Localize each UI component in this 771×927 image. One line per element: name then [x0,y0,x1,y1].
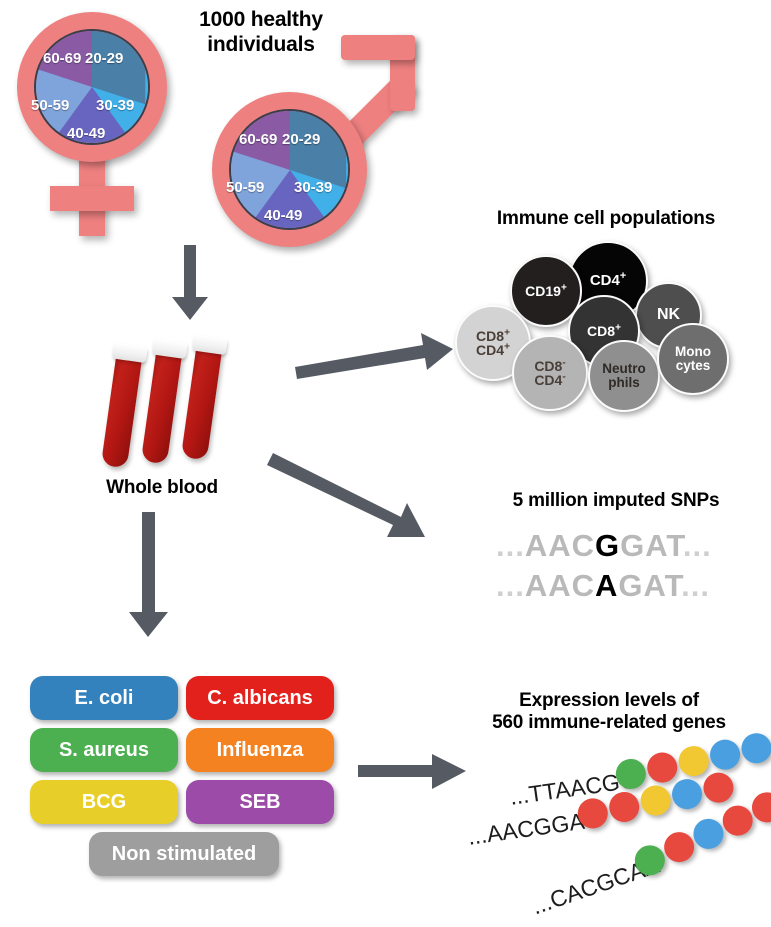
arrow-blood-to-immune-cells [295,333,453,379]
expression-heading-line-2: 560 immune-related genes [492,712,726,734]
page-title: 1000 healthy individuals [168,8,354,58]
blood-tube-body [100,350,143,469]
cell-label: CD4+ [589,270,627,290]
snp-row-suffix: ... [681,568,710,603]
immune-cell-monocytes: Mono cytes [657,323,729,395]
male-pie-label-40-49: 40-49 [264,207,303,224]
stimulus-label: C. albicans [207,686,313,709]
rna-bead [676,744,711,779]
blood-tube-body [180,342,223,461]
immune-cell-neutrophils: Neutro phils [588,340,660,412]
immune-cell-cd19-positive: CD19+ [510,255,582,327]
page-title-line-2: individuals [207,32,315,56]
rna-bead [645,750,680,785]
arrow-cohort-to-blood [172,245,208,320]
stimulus-label: S. aureus [58,738,150,761]
stimulations-panel: E. coli C. albicans S. aureus Influenza … [30,676,340,892]
snp-row-suffix: ... [682,528,712,563]
female-gender-symbol: 20-29 30-39 40-49 50-59 60-69 [10,8,185,236]
stimulus-bcg[interactable]: BCG [30,780,178,824]
female-symbol-crossbar [50,186,134,211]
stimulus-c-albicans[interactable]: C. albicans [186,676,334,720]
snps-heading: 5 million imputed SNPs [512,490,720,511]
stimulus-label: SEB [239,790,281,813]
snp-row-right: GAT [620,528,683,563]
snp-row-left: AAC [524,528,596,563]
male-pie-label-60-69: 60-69 [239,131,278,148]
male-symbol-arrowhead-horizontal [341,35,415,60]
stimulus-s-aureus[interactable]: S. aureus [30,728,178,772]
stimulus-influenza[interactable]: Influenza [186,728,334,772]
female-age-pie-chart [34,29,150,145]
arrow-blood-to-stimulations [129,512,168,637]
stimulus-label: Influenza [216,738,304,761]
cell-label: Neutro phils [602,361,646,390]
male-pie-label-30-39: 30-39 [294,179,333,196]
rna-bead [739,731,771,766]
female-pie-label-60-69: 60-69 [43,50,82,67]
male-pie-label-20-29: 20-29 [282,131,321,148]
female-pie-label-30-39: 30-39 [96,97,135,114]
immune-cell-bubble-cluster: CD4+ CD19+ NK CD8+ CD8+ CD4+ CD8- CD4- Neu… [455,240,755,420]
expression-heading-line-1: Expression levels of [519,690,699,711]
cell-label: CD8+ [587,322,621,339]
snp-sequence-block: ...AACGGAT... ...AACAGAT... [488,528,756,618]
whole-blood-tubes [100,333,250,473]
stimulus-e-coli[interactable]: E. coli [30,676,178,720]
cell-label: CD8- CD4- [534,357,566,388]
blood-tube-body [140,346,183,465]
whole-blood-label: Whole blood [106,477,218,498]
stimulus-label: E. coli [74,686,134,709]
snp-variant-allele: G [595,528,621,563]
snp-variant-allele: A [595,568,619,603]
female-pie-label-50-59: 50-59 [31,97,70,114]
female-pie-label-40-49: 40-49 [67,125,106,142]
male-gender-symbol: 20-29 30-39 40-49 50-59 60-69 [205,35,425,250]
snp-sequence-row: ...AACGGAT... [496,528,712,564]
rna-strand-group: ...TTAACGG ...AACGGAT ...CACGCAA [440,731,771,920]
stimulus-non-stimulated[interactable]: Non stimulated [89,832,279,876]
cell-label: NK [656,306,681,324]
female-pie-label-20-29: 20-29 [85,50,124,67]
stimulus-label: Non stimulated [111,842,257,865]
snp-row-prefix: ... [496,568,525,603]
stimulus-seb[interactable]: SEB [186,780,334,824]
snp-sequence-row: ...AACAGAT... [496,568,710,604]
arrow-stimulations-to-expression [358,754,466,789]
snp-row-left: AAC [524,568,596,603]
stimulus-label: BCG [81,790,127,813]
cell-label: CD8+ CD4+ [476,327,510,358]
rna-bead [708,737,743,772]
male-pie-label-50-59: 50-59 [226,179,265,196]
expression-heading: Expression levels of 560 immune-related … [450,690,768,735]
cell-label: Mono cytes [675,344,711,373]
male-age-pie-chart [229,109,350,230]
snp-row-right: GAT [618,568,682,603]
cell-label: CD19+ [525,282,567,299]
snp-row-prefix: ... [496,528,525,563]
arrow-blood-to-snps [267,453,425,537]
immune-cell-populations-heading: Immune cell populations [496,208,716,229]
immune-cell-cd8-negative-cd4-negative: CD8- CD4- [512,335,588,411]
page-title-line-1: 1000 healthy [199,8,323,31]
